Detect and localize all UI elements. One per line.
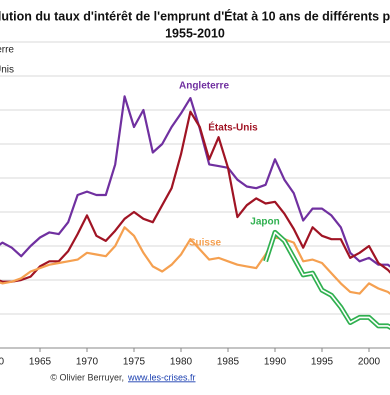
x-tick-label: 1980 [170,357,193,368]
legend-label: Angleterre [0,45,14,56]
series-line [263,229,390,330]
x-tick-label: 1990 [264,357,287,368]
series-label: États-Unis [208,121,258,134]
x-tick-label: 2000 [358,357,381,368]
source-link[interactable]: www.les-crises.fr [127,372,196,382]
series-label: Suisse [189,238,222,249]
series-line [0,110,390,283]
legend-label: États-Unis [0,63,14,76]
x-tick-label: 1995 [311,357,334,368]
chart-title: Évolution du taux d'intérêt de l'emprunt… [0,8,390,23]
chart-subtitle: 1955-2010 [165,26,225,40]
x-tick-label: 1970 [76,357,99,368]
x-tick-label: 1975 [123,357,146,368]
source-author: © Olivier Berruyer, [50,372,124,382]
x-tick-label: 1960 [0,357,5,368]
x-tick-label: 1985 [217,357,240,368]
series-line [0,95,390,268]
series-label: Japon [250,217,279,228]
series-line-inner [264,231,390,329]
series-label: Angleterre [179,81,229,92]
x-tick-label: 1965 [29,357,52,368]
series-line [0,226,390,295]
